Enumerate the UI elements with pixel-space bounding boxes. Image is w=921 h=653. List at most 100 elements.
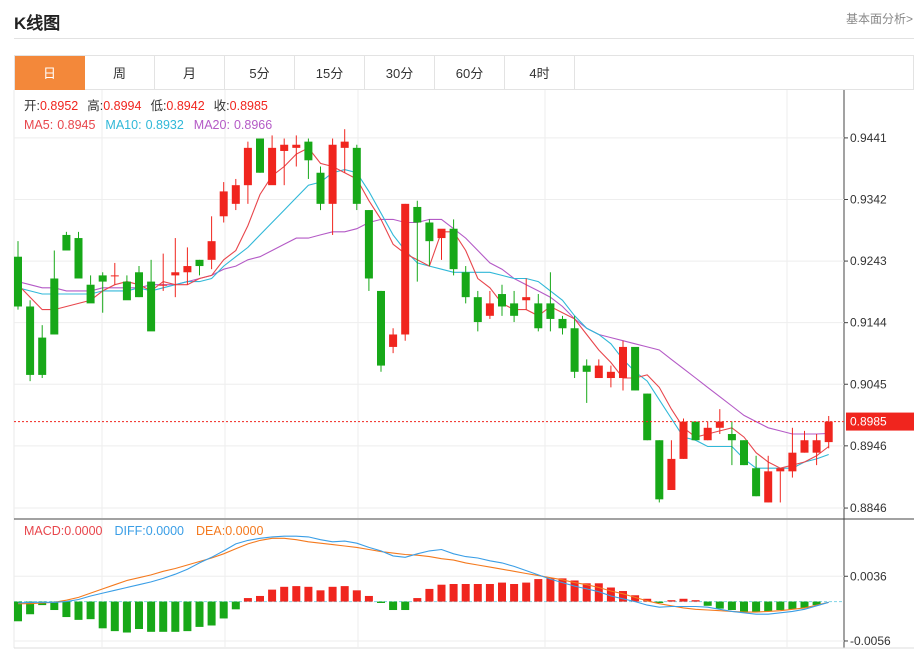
macd-bar <box>401 601 410 611</box>
price-tick-label: 0.9342 <box>850 192 887 206</box>
macd-bar <box>655 601 664 603</box>
macd-bar <box>171 601 180 632</box>
macd-bar <box>219 601 228 619</box>
candle <box>522 278 531 310</box>
macd-bar <box>26 601 35 615</box>
ma-readout: MA5: 0.8945 MA10: 0.8932 MA20: 0.8966 <box>24 118 272 132</box>
chart-grid <box>13 90 914 649</box>
candle-body <box>727 434 736 441</box>
candle-body <box>510 303 519 316</box>
candle <box>328 138 337 235</box>
macd-bar <box>50 601 59 611</box>
candle <box>74 231 83 279</box>
candle-body <box>703 427 712 441</box>
diff-value: 0.0000 <box>146 524 184 538</box>
macd-bar <box>316 590 325 602</box>
macd-bar <box>570 580 579 602</box>
candle <box>510 290 519 323</box>
macd-bar <box>667 600 676 602</box>
candle-body <box>546 303 555 319</box>
ma5-line <box>17 147 830 469</box>
candle <box>122 275 131 301</box>
macd-bar <box>812 601 821 606</box>
candle <box>280 138 289 186</box>
candle-body <box>667 458 676 491</box>
dea-line <box>18 537 829 613</box>
macd-bar <box>703 601 712 606</box>
candle <box>413 200 422 282</box>
macd-bar <box>788 601 797 610</box>
open-label: 开: <box>24 99 40 113</box>
candle <box>268 135 277 186</box>
header-divider <box>14 38 914 39</box>
tab-5min[interactable]: 5分 <box>225 56 295 90</box>
diff-label: DIFF: <box>115 524 146 538</box>
price-tick-label: 0.9243 <box>850 254 887 268</box>
close-label: 收: <box>214 99 230 113</box>
macd-bar <box>377 601 385 603</box>
candle-body <box>655 440 664 500</box>
candle <box>207 216 216 270</box>
macd-bar <box>498 582 506 602</box>
candle-body <box>243 147 252 186</box>
ma20-line <box>17 218 829 435</box>
ohlc-readout: 开:0.8952 高:0.8994 低:0.8942 收:0.8985 <box>24 98 268 113</box>
fundamental-analysis-link[interactable]: 基本面分析> <box>845 12 913 26</box>
candle-body <box>824 421 833 443</box>
candle-body <box>437 228 446 239</box>
macd-bar <box>231 601 240 610</box>
tab-week[interactable]: 周 <box>85 56 155 90</box>
tab-4hour[interactable]: 4时 <box>505 56 575 90</box>
macd-bar <box>74 601 83 620</box>
candle-body <box>280 144 289 151</box>
candle-body <box>812 440 821 453</box>
tab-60min[interactable]: 60分 <box>435 56 505 90</box>
candle-body <box>740 440 748 466</box>
macd-panel: 0.0036 -0.0056 <box>14 535 891 648</box>
candle <box>655 440 664 503</box>
macd-bar <box>643 598 652 602</box>
candle <box>26 300 35 382</box>
candle <box>86 275 95 304</box>
tab-day[interactable]: 日 <box>15 56 85 90</box>
candle-body <box>98 275 107 282</box>
candle-body <box>425 222 434 242</box>
candle-body <box>461 272 470 298</box>
candle <box>788 427 797 478</box>
candle-body <box>473 297 482 323</box>
candle-body <box>498 294 506 307</box>
macd-label: MACD: <box>24 524 64 538</box>
macd-bar <box>727 601 736 611</box>
candle-body <box>570 328 579 372</box>
low-label: 低: <box>150 99 166 113</box>
candle <box>643 393 652 441</box>
candle <box>776 468 785 503</box>
dea-value: 0.0000 <box>225 524 263 538</box>
candle-body <box>619 346 627 379</box>
macd-bar <box>122 601 131 633</box>
candle <box>256 138 264 173</box>
candle <box>243 141 252 204</box>
price-tick-label: 0.9144 <box>850 316 887 330</box>
candle-body <box>183 266 192 273</box>
candle-body <box>522 297 531 301</box>
open-value: 0.8952 <box>40 99 78 113</box>
candle-body <box>292 144 301 148</box>
candle <box>558 315 567 335</box>
ma5-value: 0.8945 <box>57 118 95 132</box>
macd-bar <box>413 598 422 602</box>
candle-body <box>558 318 567 329</box>
candle-body <box>207 241 216 260</box>
candle-body <box>534 303 543 329</box>
tab-15min[interactable]: 15分 <box>295 56 365 90</box>
candle <box>752 455 761 497</box>
tab-month[interactable]: 月 <box>155 56 225 90</box>
macd-bar <box>764 601 773 612</box>
tab-30min[interactable]: 30分 <box>365 56 435 90</box>
macd-bar <box>62 601 71 618</box>
candle <box>594 359 603 379</box>
candle-body <box>485 303 494 316</box>
candle-body <box>788 452 797 472</box>
candle <box>147 259 156 332</box>
